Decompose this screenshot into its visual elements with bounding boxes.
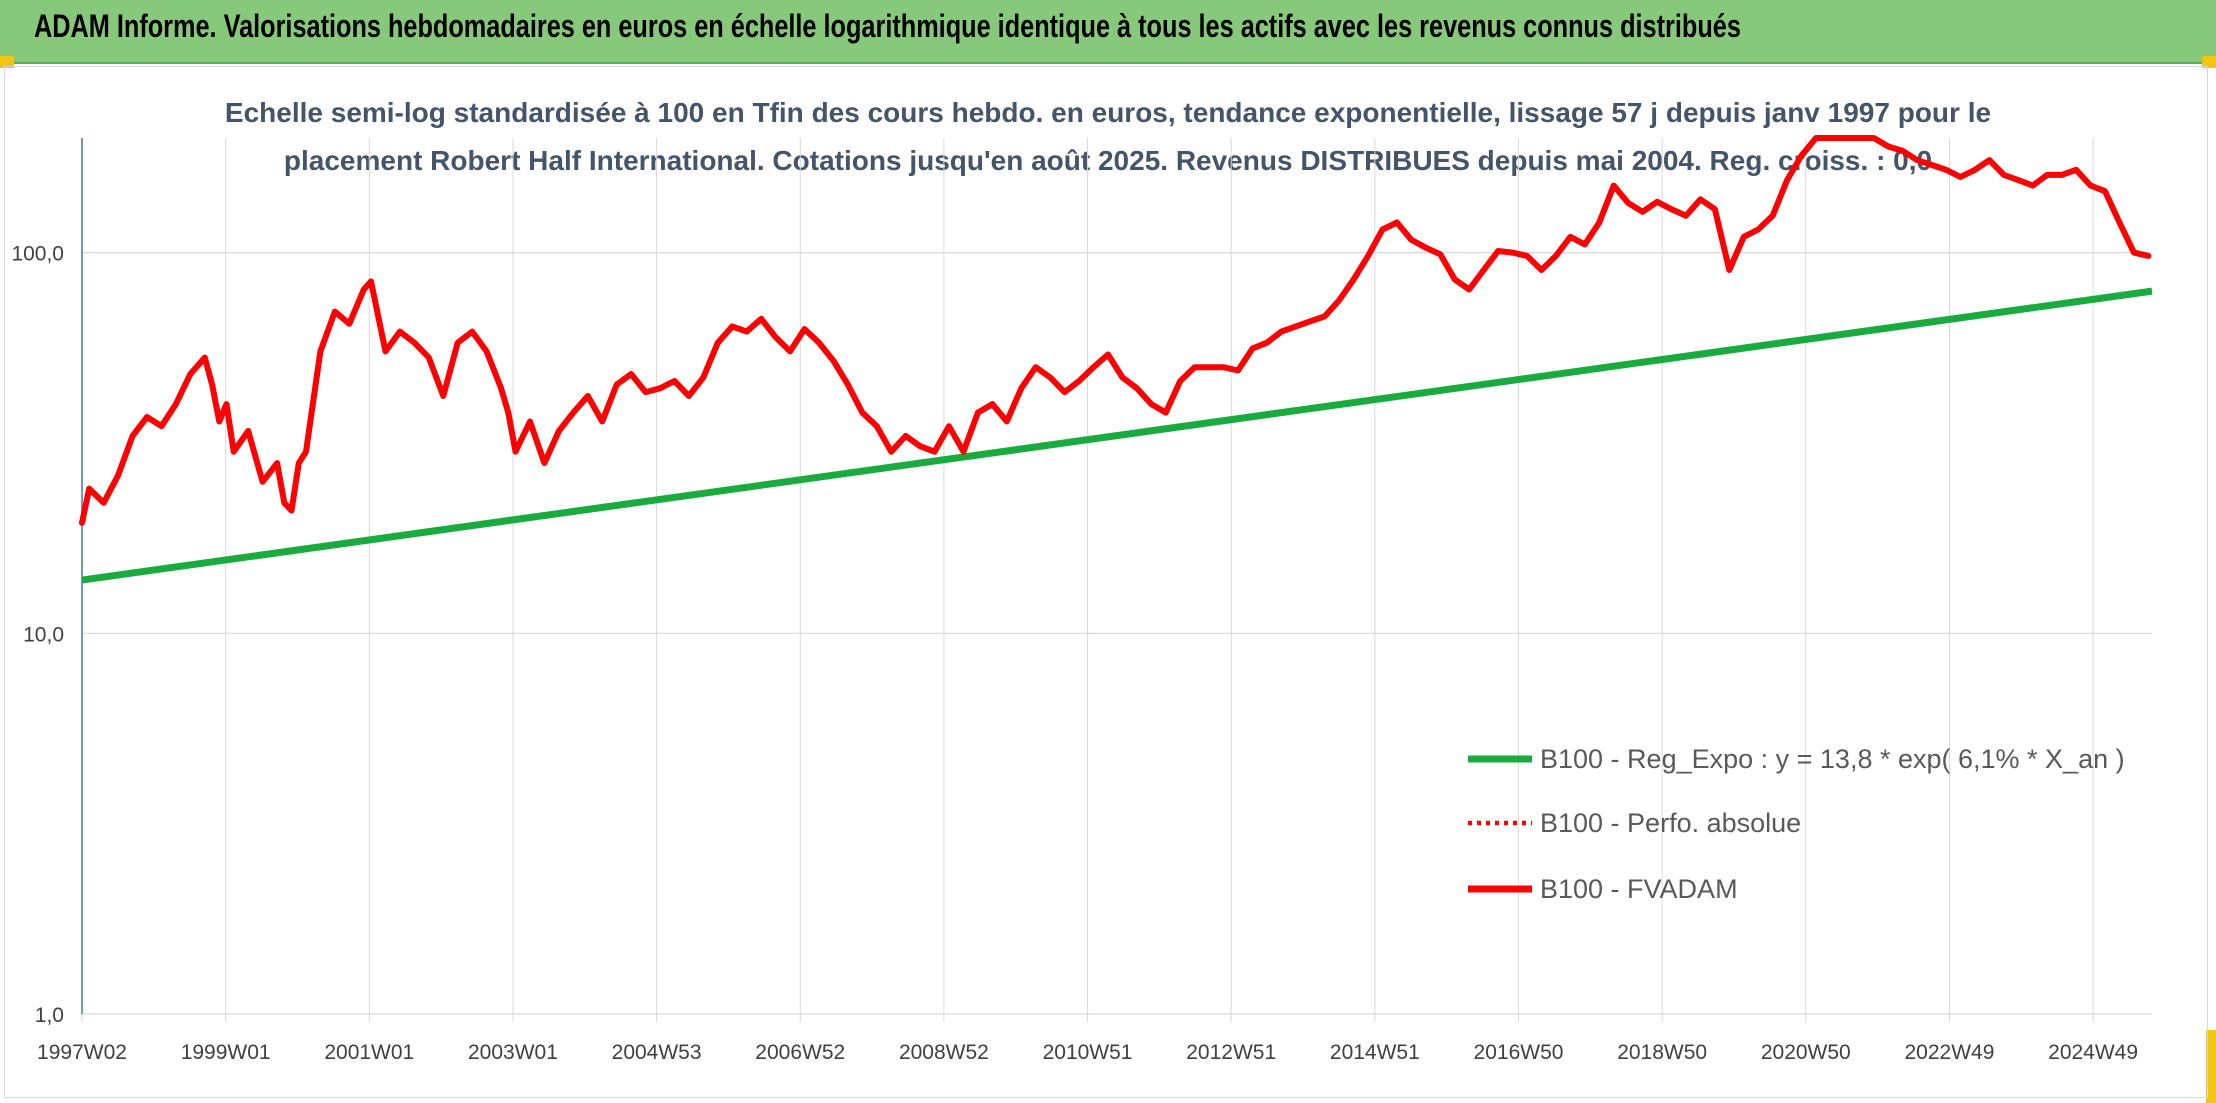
x-tick-label: 2003W01 [468, 1041, 558, 1064]
x-tick-label: 2012W51 [1186, 1041, 1276, 1064]
chart-subtitle-line-1: Echelle semi-log standardisée à 100 en T… [225, 97, 1991, 128]
x-tick-label: 2022W49 [1905, 1041, 1995, 1064]
trend-line [81, 287, 2153, 584]
x-tick-label: 2014W51 [1330, 1041, 1420, 1064]
report-title: ADAM Informe. Valorisations hebdomadaire… [34, 8, 1741, 44]
vertical-gridlines [81, 138, 2094, 1022]
horizontal-gridlines [82, 252, 2152, 1015]
edge-marker-right [2206, 1030, 2216, 1103]
legend-label-trend: B100 - Reg_Expo : y = 13,8 * exp( 6,1% *… [1540, 744, 2125, 774]
x-tick-label: 1999W01 [181, 1041, 271, 1064]
x-tick-label: 2020W50 [1761, 1041, 1851, 1064]
x-axis-tick-labels: 1997W02 1999W01 2001W01 2003W01 2004W53 2006W… [37, 1041, 2138, 1064]
legend-label-fvadam: B100 - FVADAM [1540, 874, 1738, 904]
plot-area [79, 135, 2153, 584]
fvadam-line [79, 135, 2152, 526]
x-tick-label: 2024W49 [2048, 1041, 2138, 1064]
legend-label-perf: B100 - Perfo. absolue [1540, 808, 1801, 838]
chart-frame [4, 66, 2208, 1098]
y-tick-label: 1,0 [35, 1004, 64, 1027]
x-tick-label: 1997W02 [37, 1041, 127, 1064]
x-tick-label: 2010W51 [1043, 1041, 1133, 1064]
corner-marker-right [2202, 56, 2216, 68]
title-banner: ADAM Informe. Valorisations hebdomadaire… [0, 0, 2216, 64]
corner-marker-left [0, 56, 14, 68]
chart-subtitle-line-2: placement Robert Half International. Cot… [284, 145, 1932, 176]
x-tick-label: 2004W53 [612, 1041, 702, 1064]
y-tick-label: 10,0 [23, 623, 64, 646]
legend: B100 - Reg_Expo : y = 13,8 * exp( 6,1% *… [1468, 744, 2125, 904]
x-tick-label: 2008W52 [899, 1041, 989, 1064]
x-tick-label: 2016W50 [1474, 1041, 1564, 1064]
y-axis-tick-labels: 1,0 10,0 100,0 [11, 243, 64, 1027]
x-tick-label: 2018W50 [1617, 1041, 1707, 1064]
x-tick-label: 2006W52 [755, 1041, 845, 1064]
x-tick-label: 2001W01 [324, 1041, 414, 1064]
y-tick-label: 100,0 [11, 243, 64, 266]
